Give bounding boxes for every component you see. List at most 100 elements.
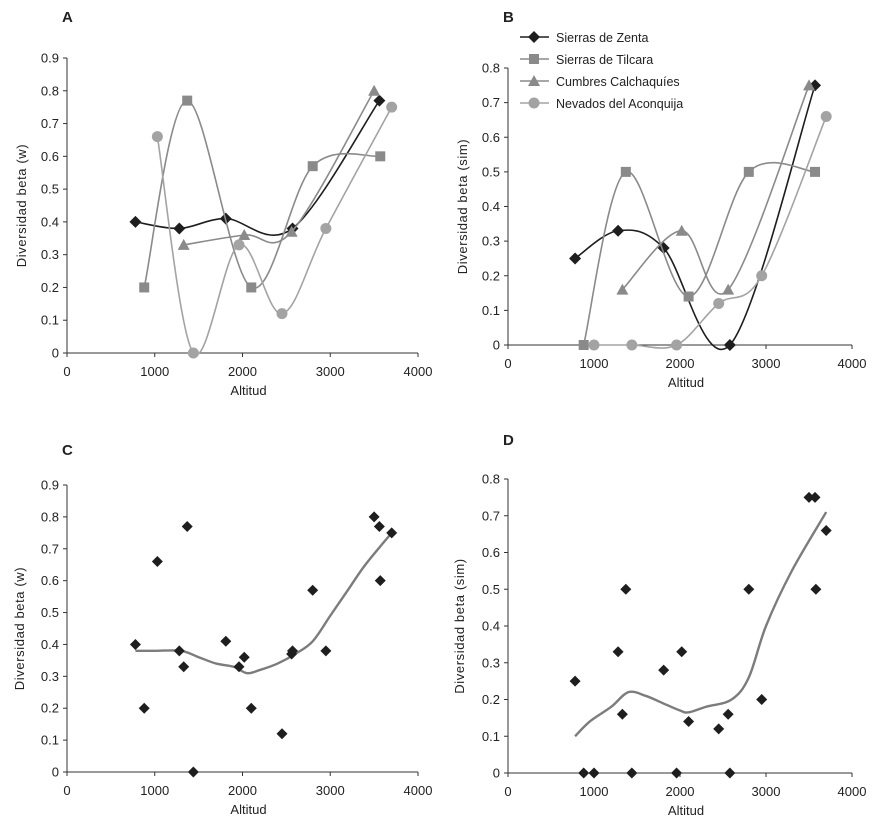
y-tick-label: 0.4 <box>41 214 59 229</box>
data-point <box>181 520 193 532</box>
data-point <box>658 664 670 676</box>
data-point <box>578 340 589 350</box>
y-axis-title: Diversidad beta (w) <box>12 567 27 690</box>
x-tick-label: 3000 <box>752 356 781 371</box>
y-tick-label: 0.5 <box>482 582 500 597</box>
data-point <box>671 767 683 779</box>
data-point <box>129 638 141 650</box>
series-line <box>183 90 375 246</box>
legend-marker-circle-icon <box>528 97 540 109</box>
x-tick-label: 2000 <box>228 364 257 379</box>
legend-label: Sierras de Zenta <box>556 31 648 45</box>
data-point <box>683 291 694 302</box>
data-point <box>723 339 736 351</box>
data-point <box>320 645 332 657</box>
y-tick-label: 0.9 <box>41 51 59 66</box>
series-line <box>621 85 810 295</box>
data-point <box>626 767 638 779</box>
data-point <box>139 282 150 293</box>
data-point <box>187 347 199 359</box>
y-tick-label: 0.4 <box>41 637 59 652</box>
data-point <box>138 702 150 714</box>
trend-line <box>135 532 393 675</box>
y-tick-label: 0.8 <box>41 83 59 98</box>
y-tick-label: 0.3 <box>482 655 500 670</box>
y-tick-label: 0.6 <box>41 573 59 588</box>
y-tick-label: 0.7 <box>482 95 500 110</box>
data-point <box>569 675 581 687</box>
data-point <box>173 222 186 235</box>
y-tick-label: 0.5 <box>41 605 59 620</box>
y-tick-label: 0.8 <box>41 509 59 524</box>
y-axis-title: Diversidad beta (sim) <box>452 558 467 693</box>
x-tick-label: 1000 <box>580 784 609 799</box>
y-axis-title: Diversidad beta (w) <box>14 144 29 267</box>
panel-d: D 0 0.1 0.2 0.3 0.4 0.5 0.6 0.7 0.8 0 1000 2000 3000 4… <box>452 432 866 818</box>
data-point <box>810 583 822 595</box>
panel-letter: A <box>62 9 73 26</box>
data-point <box>238 651 250 663</box>
y-tick-label: 0 <box>52 765 59 780</box>
y-tick-label: 0.5 <box>41 182 59 197</box>
series-square <box>578 161 821 350</box>
data-point <box>578 767 590 779</box>
panel-c: C 0 0.1 0.2 0.3 0.4 0.5 0.6 0.7 0.8 0.9 0 1000 2000 30… <box>12 442 432 817</box>
y-tick-label: 0 <box>493 766 500 781</box>
data-point <box>233 661 245 673</box>
legend-label: Nevados del Aconquija <box>556 97 683 111</box>
x-tick-label: 3000 <box>752 784 781 799</box>
data-point <box>671 339 683 351</box>
y-tick-label: 0.2 <box>41 701 59 716</box>
data-point <box>245 702 257 714</box>
data-point <box>616 708 628 720</box>
data-point <box>151 556 163 568</box>
data-point <box>238 229 251 240</box>
x-tick-label: 4000 <box>404 364 433 379</box>
series-line <box>135 100 381 236</box>
data-point <box>626 339 638 351</box>
y-tick-label: 0.7 <box>41 116 59 131</box>
data-point <box>285 225 298 237</box>
series-line <box>156 106 393 356</box>
data-point <box>722 283 735 295</box>
data-point <box>810 166 821 177</box>
legend-label: Cumbres Calchaquíes <box>556 75 680 89</box>
panel-b: B 0 0.1 0.2 0.3 0.4 0.5 0.6 0.7 0.8 0 1000 2000 3000 4… <box>455 9 866 390</box>
x-tick-label: 0 <box>63 783 70 798</box>
series-square <box>139 95 386 293</box>
y-tick-label: 0.1 <box>482 303 500 318</box>
data-point <box>676 646 688 658</box>
legend-marker-triangle-icon <box>528 75 540 86</box>
y-tick-label: 0.2 <box>41 280 59 295</box>
x-axis-title: Altitud <box>230 383 266 398</box>
x-tick-label: 3000 <box>316 364 345 379</box>
data-point <box>375 151 386 162</box>
x-axis-title: Altitud <box>230 802 266 817</box>
data-point <box>743 583 755 595</box>
data-point <box>620 166 631 177</box>
trend-line <box>574 511 828 738</box>
x-axis-title: Altitud <box>668 803 704 818</box>
data-point <box>569 252 582 265</box>
x-tick-label: 4000 <box>838 356 867 371</box>
data-point <box>307 584 319 596</box>
y-tick-label: 0.4 <box>482 619 500 634</box>
legend-item-aconquija: Nevados del Aconquija <box>556 97 683 111</box>
data-point <box>233 239 245 251</box>
x-tick-label: 0 <box>504 784 511 799</box>
y-tick-label: 0.2 <box>482 692 500 707</box>
panel-letter: B <box>503 9 514 26</box>
y-tick-label: 0.5 <box>482 164 500 179</box>
data-point <box>756 694 768 705</box>
y-tick-label: 0.3 <box>41 669 59 684</box>
x-axis-title: Altitud <box>668 375 704 390</box>
y-tick-label: 0.3 <box>41 247 59 262</box>
data-point <box>386 101 398 113</box>
data-point <box>683 716 695 728</box>
data-point <box>151 131 163 143</box>
y-tick-label: 0.9 <box>41 478 59 493</box>
data-point <box>803 79 815 91</box>
y-tick-label: 0.6 <box>482 545 500 560</box>
x-tick-label: 2000 <box>228 783 257 798</box>
